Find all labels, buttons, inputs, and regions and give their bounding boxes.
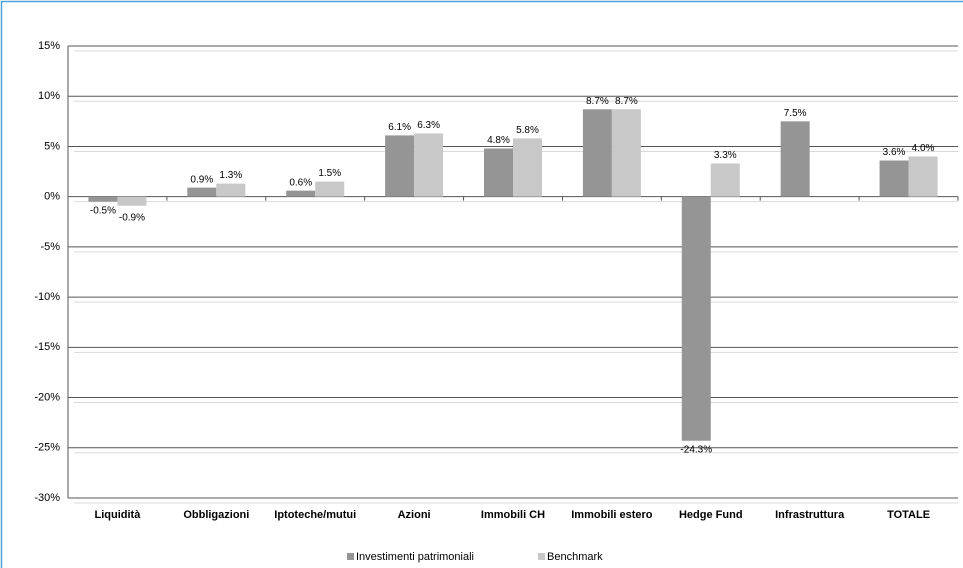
value-label: 1.5%: [318, 168, 341, 179]
bar: [216, 183, 246, 197]
bar: [88, 196, 118, 202]
y-tick-label: -10%: [34, 291, 60, 303]
value-label: 6.3%: [417, 120, 440, 131]
bar: [513, 138, 542, 197]
y-tick-label: 5%: [44, 140, 60, 152]
bar: [582, 109, 612, 197]
bar: [611, 109, 641, 197]
x-tick-label: Immobili CH: [481, 509, 545, 521]
value-label: 0.9%: [190, 174, 213, 185]
legend-label: Benchmark: [547, 551, 603, 563]
value-label: 6.1%: [388, 122, 411, 133]
x-tick-label: Immobili estero: [571, 509, 653, 521]
legend-swatch: [538, 553, 545, 560]
bar: [710, 163, 740, 197]
value-label: 1.3%: [219, 170, 242, 181]
bar: [315, 181, 345, 197]
value-label: 3.6%: [883, 147, 906, 158]
value-label: 3.3%: [714, 150, 737, 161]
y-tick-label: -20%: [34, 391, 60, 403]
bar: [484, 148, 513, 197]
x-tick-label: Azioni: [398, 509, 431, 521]
bar: [385, 135, 415, 197]
y-tick-label: 15%: [38, 40, 60, 52]
value-label: 8.7%: [615, 96, 638, 107]
x-tick-label: Liquidità: [95, 509, 142, 521]
value-label: 7.5%: [784, 108, 807, 119]
y-tick-label: 10%: [38, 90, 60, 102]
bar: [286, 190, 316, 197]
y-tick-label: 0%: [44, 191, 60, 203]
bar: [187, 187, 217, 197]
bar: [780, 121, 810, 197]
bar: [414, 133, 444, 197]
y-tick-label: -25%: [34, 442, 60, 454]
value-label: 8.7%: [586, 96, 609, 107]
value-label: 0.6%: [289, 177, 312, 188]
y-tick-label: -15%: [34, 341, 60, 353]
legend-label: Investimenti patrimoniali: [356, 551, 474, 563]
y-tick-label: -5%: [40, 241, 60, 253]
value-label: 4.0%: [912, 143, 935, 154]
x-tick-label: Obbligazioni: [183, 509, 249, 521]
bar: [879, 160, 909, 197]
value-label: -0.9%: [119, 212, 145, 223]
x-tick-label: TOTALE: [887, 509, 930, 521]
bar: [908, 156, 938, 197]
value-label: -0.5%: [90, 205, 116, 216]
x-tick-label: Infrastruttura: [775, 509, 845, 521]
bar: [117, 196, 147, 206]
bar: [681, 196, 711, 441]
x-tick-label: Hedge Fund: [679, 509, 743, 521]
y-tick-label: -30%: [34, 492, 60, 504]
legend-swatch: [347, 553, 354, 560]
value-label: 4.8%: [487, 135, 510, 146]
value-label: 5.8%: [516, 125, 539, 136]
x-tick-label: Iptoteche/mutui: [274, 509, 356, 521]
value-label: -24.3%: [680, 444, 712, 455]
